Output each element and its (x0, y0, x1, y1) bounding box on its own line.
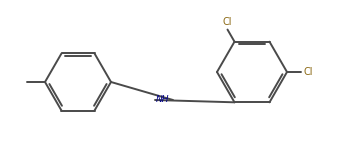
Text: Cl: Cl (303, 67, 312, 77)
Text: Cl: Cl (223, 16, 232, 27)
Text: NH: NH (156, 96, 170, 105)
